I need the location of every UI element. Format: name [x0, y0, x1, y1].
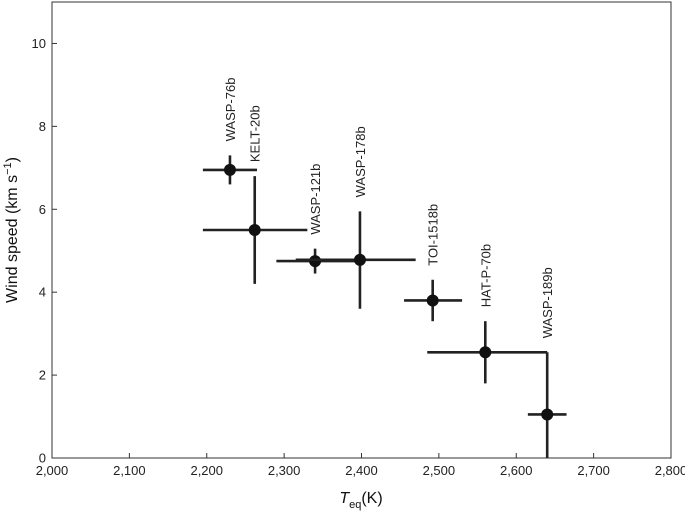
point-labels: WASP-76b KELT-20b WASP-121b WASP-178b TOI-15…	[223, 78, 555, 339]
point-label: WASP-189b	[540, 267, 555, 338]
data-points	[202, 155, 567, 458]
data-point	[248, 224, 261, 236]
x-tick-label: 2,400	[345, 463, 378, 478]
x-tick-label: 2,300	[268, 463, 301, 478]
point-label: WASP-121b	[308, 164, 323, 235]
x-axis-title-subscript: eq	[349, 499, 361, 511]
point-label: HAT-P-70b	[478, 244, 493, 307]
y-axis-title-superscript: −1	[2, 162, 14, 175]
point-label: TOI-1518b	[426, 204, 441, 266]
x-tick-label: 2,100	[113, 463, 146, 478]
y-axis: 0 2 4 6 8 10	[32, 36, 57, 466]
y-tick-label: 0	[39, 451, 46, 466]
point-label: KELT-20b	[248, 105, 263, 162]
y-tick-label: 4	[39, 285, 46, 300]
y-tick-label: 6	[39, 202, 46, 217]
x-axis: 2,000 2,100 2,200 2,300 2,400 2,500 2,600 2,700…	[36, 453, 685, 478]
x-tick-label: 2,200	[190, 463, 223, 478]
point-label: WASP-178b	[353, 126, 368, 197]
data-point	[479, 346, 492, 359]
data-point	[541, 408, 554, 421]
x-tick-label: 2,500	[423, 463, 456, 478]
x-tick-label: 2,600	[500, 463, 533, 478]
y-tick-label: 10	[32, 36, 46, 51]
x-tick-label: 2,800	[655, 463, 685, 478]
y-axis-title-main: Wind speed (km s	[4, 175, 21, 303]
plot-frame	[51, 1, 672, 459]
y-tick-label: 8	[39, 119, 46, 134]
x-axis-title: Teq(K)	[339, 490, 382, 511]
data-point	[223, 163, 236, 176]
data-point	[353, 253, 366, 266]
point-label: WASP-76b	[223, 78, 238, 142]
y-axis-title: Wind speed (km s−1)	[2, 157, 21, 303]
x-tick-label: 2,700	[577, 463, 610, 478]
x-axis-title-main: T	[339, 490, 350, 507]
y-tick-label: 2	[39, 368, 46, 383]
x-axis-title-unit: (K)	[361, 490, 382, 507]
data-point	[426, 294, 439, 307]
x-tick-label: 2,000	[36, 463, 69, 478]
y-axis-title-close: )	[4, 157, 21, 162]
